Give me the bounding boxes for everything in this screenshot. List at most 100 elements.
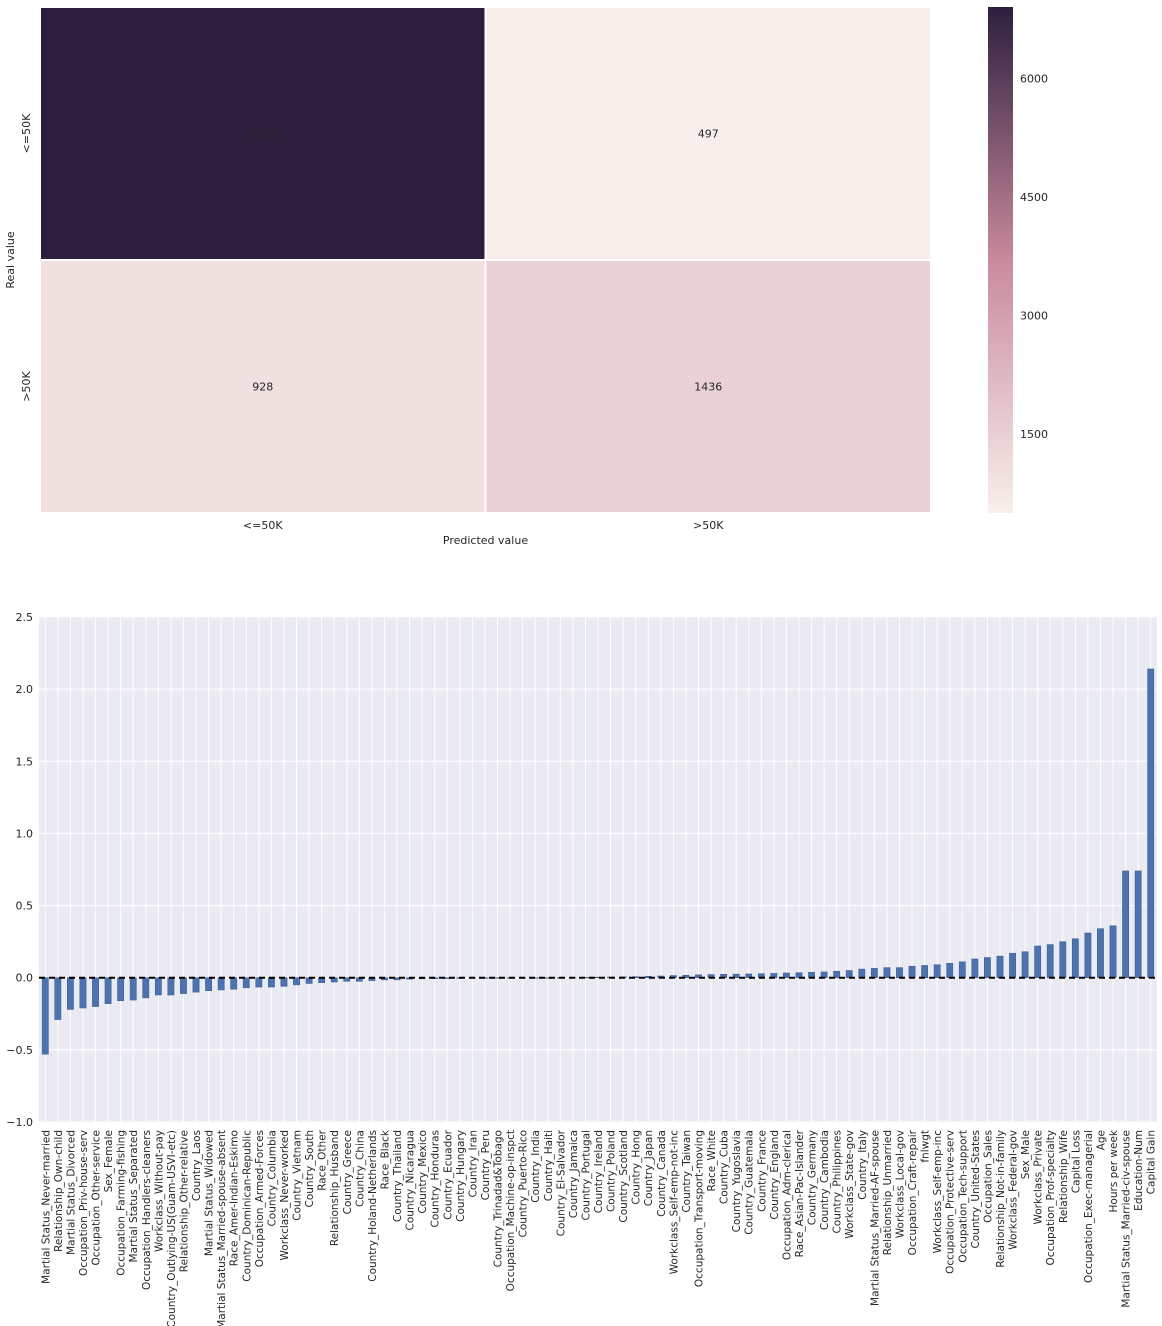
x-tick-label: Country_Laos	[191, 1130, 203, 1201]
bar	[54, 977, 62, 1020]
x-tick-label: Country_Hong	[631, 1130, 643, 1205]
x-tick-label: Country_China	[354, 1130, 366, 1207]
x-tick-label: Occupation_Tech-support	[957, 1130, 969, 1263]
x-tick-label: Workclass_Private	[1033, 1130, 1045, 1225]
bar	[230, 977, 238, 990]
x-tick-label: Country_Puerto-Rico	[518, 1130, 530, 1237]
bar	[682, 975, 690, 978]
bar	[1009, 952, 1016, 978]
bar	[908, 965, 916, 978]
bar	[745, 973, 753, 978]
x-tick-label: Country_Japan	[643, 1130, 655, 1206]
x-tick-label: Country_El-Salvador	[555, 1129, 567, 1236]
bar	[1097, 928, 1104, 978]
x-tick-label: Occupation_Adm-clerical	[781, 1130, 793, 1260]
x-tick-label: Country_Guatemala	[744, 1130, 756, 1235]
x-tick-label: Sex_Male	[1020, 1130, 1032, 1179]
bar	[117, 977, 125, 1002]
x-tick-label: Race_Black	[379, 1129, 391, 1189]
x-tick-label: Country_Jamaica	[568, 1130, 580, 1218]
x-tick-label: Country_Dominican-Republic	[241, 1130, 253, 1282]
bar	[783, 972, 790, 978]
x-tick-label: Country_France	[756, 1130, 768, 1212]
y-tick-label: 2.0	[16, 683, 34, 696]
bar	[1059, 941, 1067, 978]
x-tick-label: Workclass_Never-worked	[279, 1130, 291, 1261]
x-tick-label: Workclass_Self-emp-inc	[932, 1130, 944, 1254]
x-tick-label: <=50K	[243, 519, 283, 532]
bar	[858, 968, 866, 978]
x-tick-label: Occupation_Sales	[982, 1130, 994, 1223]
x-tick-label: Relationship_Not-in-family	[995, 1130, 1007, 1268]
y-axis-label: Real value	[4, 231, 17, 288]
heatmap-cell-label: 1436	[694, 381, 722, 394]
x-tick-label: Country_Iran	[467, 1130, 479, 1197]
x-tick-label: Capital Loss	[1070, 1130, 1082, 1193]
x-tick-label: Occupation_Craft-repair	[907, 1129, 919, 1255]
x-tick-label: Occupation_Machine-op-inspct	[505, 1130, 517, 1291]
x-tick-label: Capital Gain	[1146, 1130, 1158, 1194]
x-tick-label: Martial Status_Separated	[128, 1130, 140, 1262]
bar	[293, 977, 300, 986]
x-tick-label: Country_Honduras	[430, 1130, 442, 1227]
x-tick-label: Country_Vietnam	[292, 1130, 304, 1221]
x-tick-label: Workclass_Without-pay	[153, 1130, 165, 1252]
y-tick-label: 0.0	[16, 972, 34, 985]
x-tick-label: Workclass_Self-emp-not-inc	[668, 1130, 680, 1275]
x-tick-label: Race_Amer-Indian-Eskimo	[229, 1130, 241, 1266]
bar	[996, 955, 1004, 978]
bar	[1134, 870, 1142, 978]
x-tick-label: Workclass_Local-gov	[894, 1130, 906, 1238]
bar	[732, 973, 740, 978]
bar	[343, 977, 351, 982]
x-tick-label: Country_Nicaragua	[405, 1130, 417, 1230]
x-tick-label: Occupation_Priv-house-serv	[78, 1130, 90, 1276]
bar	[921, 965, 928, 978]
heatmap-cell-label: 928	[252, 381, 273, 394]
bar	[946, 963, 954, 978]
bar	[958, 961, 966, 978]
bar	[280, 977, 288, 987]
x-tick-label: Country_Cuba	[719, 1130, 731, 1204]
bar	[1071, 938, 1079, 978]
bar	[1147, 668, 1155, 978]
bar	[1046, 944, 1054, 978]
y-tick-label: −0.5	[6, 1044, 33, 1057]
bar	[255, 977, 263, 988]
bar	[1122, 870, 1129, 978]
x-tick-label: Country_Canada	[656, 1130, 668, 1217]
x-tick-label: Country_Italy	[857, 1130, 869, 1200]
x-tick-label: Occupation_Transport-moving	[693, 1130, 705, 1287]
bar	[984, 957, 991, 978]
x-tick-label: Race_Asian-Pac-Islander	[794, 1129, 806, 1257]
y-tick-label: >50K	[20, 371, 33, 402]
bar	[92, 977, 99, 1007]
x-tick-label: Race_White	[706, 1130, 718, 1192]
bar	[217, 977, 225, 991]
x-tick-label: Relationship_Wife	[1058, 1130, 1070, 1223]
x-tick-label: Martial Status_Never-married	[40, 1130, 52, 1284]
x-tick-label: Country_Thailand	[392, 1130, 404, 1222]
bar	[393, 977, 401, 981]
x-tick-label: Country_Ecuador	[442, 1129, 454, 1220]
x-tick-label: Country_Hungary	[455, 1130, 467, 1222]
colorbar-tick-label: 1500	[1020, 428, 1048, 441]
bar	[1034, 945, 1042, 978]
heatmap-cell	[39, 259, 487, 514]
x-tick-label: Country_Outlying-US(Guam-USVI-etc)	[166, 1130, 178, 1326]
x-tick-label: Country_Yugoslavia	[731, 1130, 743, 1232]
x-tick-label: Country_Taiwan	[681, 1130, 693, 1213]
x-tick-label: Country_Ireland	[593, 1130, 605, 1213]
x-tick-label: Martial Status_Widowed	[204, 1130, 216, 1256]
x-tick-label: Country_Peru	[480, 1130, 492, 1200]
bar	[154, 977, 162, 996]
x-tick-label: Occupation_Exec-managerial	[1083, 1130, 1095, 1283]
bar	[67, 977, 74, 1010]
x-tick-label: Country_United-States	[970, 1130, 982, 1249]
x-tick-label: Race_Other	[317, 1129, 329, 1190]
y-tick-label: −1.0	[6, 1116, 33, 1129]
bar	[1021, 951, 1029, 978]
bar	[971, 958, 979, 978]
x-tick-label: Country_South	[304, 1130, 316, 1207]
heatmap-cell	[484, 259, 932, 514]
